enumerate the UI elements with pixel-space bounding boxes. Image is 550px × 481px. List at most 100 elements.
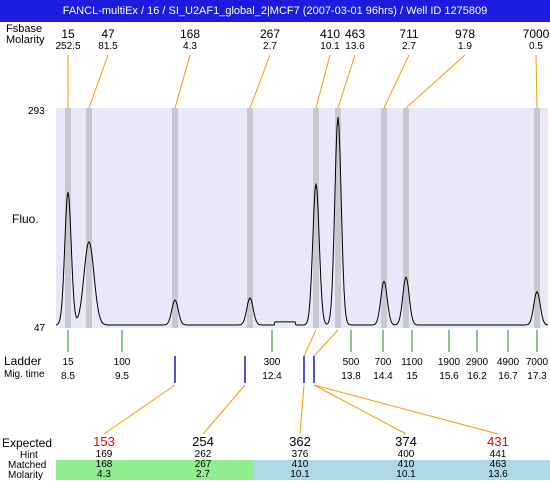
match-connector (313, 384, 407, 435)
ladder-size: 7000 (525, 357, 549, 368)
peak-band (534, 108, 540, 328)
match-connector (103, 384, 176, 435)
ladder-time: 15 (406, 371, 418, 382)
peak-molarity-label: 2.7 (402, 41, 416, 52)
size-row-label: Fsbase (6, 23, 43, 35)
molarity-row-label: Molarity (6, 34, 45, 46)
peak-size-label: 711 (399, 27, 419, 41)
matched-value: 168 (95, 459, 113, 470)
hint-value: 262 (194, 449, 212, 460)
y-axis-min: 47 (34, 323, 46, 334)
matched-label: Matched (8, 460, 47, 471)
fluorescence-trace (55, 116, 549, 326)
peak-size-label: 15 (61, 27, 75, 41)
peak-molarity-label: 13.6 (345, 41, 365, 52)
expected-value: 153 (93, 434, 115, 449)
molarity-value: 13.6 (488, 469, 508, 480)
molarity-row: 4.3 2.7 10.1 10.1 13.6 (0, 470, 550, 480)
match-connector (313, 384, 499, 435)
molarity-value: 4.3 (97, 469, 111, 480)
molarity-value: 2.7 (196, 469, 210, 480)
expected-label: Expected (2, 436, 53, 450)
y-axis-max: 293 (28, 106, 45, 117)
ladder-size: 1100 (401, 357, 423, 368)
matched-green-bg (56, 460, 253, 480)
ladder-time: 17.3 (527, 371, 547, 382)
peak-link (303, 329, 317, 357)
hint-value: 169 (95, 449, 113, 460)
hint-value: 400 (397, 449, 415, 460)
expected-value: 254 (192, 434, 214, 449)
ladder-size: 4900 (496, 357, 520, 368)
migtime-label: Mig. time (4, 369, 45, 380)
ladder-time: 15.6 (439, 371, 459, 382)
matched-row: 168 267 410 410 463 (0, 459, 550, 480)
ladder-size: 100 (113, 357, 131, 368)
peak-connector (405, 54, 466, 109)
expected-value: 431 (487, 434, 509, 449)
ladder-time: 13.8 (341, 371, 361, 382)
peak-size-label: 267 (259, 27, 281, 41)
ladder-time: 16.2 (467, 371, 487, 382)
matched-blue-bg (253, 460, 550, 480)
peak-molarity-label: 81.5 (98, 41, 118, 52)
ladder-time: 12.4 (262, 371, 282, 382)
peak-size-label: 410 (319, 27, 341, 41)
hint-label: Hint (20, 450, 38, 461)
peak-molarity-label: 2.7 (263, 41, 277, 52)
peak-connector (337, 54, 356, 109)
peak-link (313, 329, 339, 357)
peak-size-label: 7000 (522, 27, 550, 41)
ladder-size: 15 (62, 357, 74, 368)
ladder-size: 300 (263, 357, 281, 368)
peak-size-label: 978 (454, 27, 476, 41)
peak-band (86, 108, 92, 328)
peak-band (172, 108, 178, 328)
expected-value: 362 (289, 434, 311, 449)
ladder-time: 14.4 (373, 371, 393, 382)
peak-molarity-label: 10.1 (320, 41, 340, 52)
peak-band (65, 108, 71, 328)
expected-value: 374 (395, 434, 417, 449)
peak-band (335, 108, 341, 328)
peak-connector (315, 54, 331, 109)
ladder-time: 8.5 (61, 371, 75, 382)
match-connector (202, 384, 246, 435)
molarity-label: Molarity (8, 470, 44, 481)
match-connector (299, 384, 305, 435)
peak-connector (249, 54, 271, 109)
molarity-value: 10.1 (396, 469, 416, 480)
matched-value: 410 (291, 459, 309, 470)
hint-value: 376 (291, 449, 309, 460)
peak-molarity-label: 252.5 (55, 41, 81, 52)
peak-size-label: 168 (179, 27, 201, 41)
ladder-time: 9.5 (115, 371, 129, 382)
hint-row: 169 262 376 400 441 (0, 450, 550, 460)
peak-molarity-label: 0.5 (529, 41, 543, 52)
peak-band (247, 108, 253, 328)
peak-molarity-label: 4.3 (183, 41, 197, 52)
matched-value: 267 (194, 459, 212, 470)
ladder-size: 700 (374, 357, 392, 368)
y-axis-label: Fluo. (12, 212, 39, 226)
plot-area (56, 108, 548, 328)
hint-value: 441 (489, 449, 507, 460)
peak-molarity-label: 1.9 (458, 41, 472, 52)
ladder-time: 16.7 (498, 371, 518, 382)
peak-connector (174, 54, 191, 109)
matched-value: 463 (489, 459, 507, 470)
peak-size-label: 463 (344, 27, 366, 41)
peak-connector (383, 54, 410, 109)
ladder-size: 1900 (437, 357, 461, 368)
peak-band (313, 108, 319, 328)
matched-value: 410 (397, 459, 415, 470)
peak-connector (88, 54, 109, 109)
molarity-value: 10.1 (290, 469, 310, 480)
peak-band (381, 108, 387, 328)
ladder-size: 500 (342, 357, 360, 368)
peak-band (403, 108, 409, 328)
ladder-label: Ladder (4, 354, 42, 368)
ladder-size: 2900 (465, 357, 489, 368)
peak-size-label: 47 (101, 27, 115, 41)
